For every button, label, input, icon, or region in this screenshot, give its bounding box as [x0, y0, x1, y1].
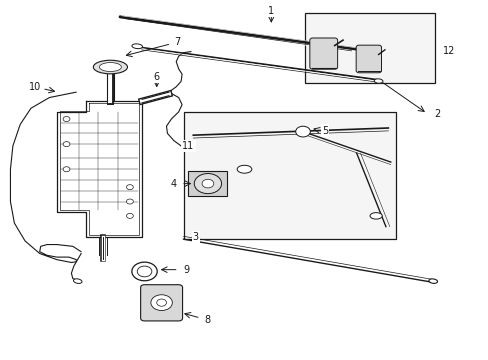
Circle shape — [63, 117, 70, 122]
Text: 2: 2 — [433, 109, 439, 120]
Circle shape — [194, 174, 221, 194]
Ellipse shape — [369, 213, 382, 219]
Circle shape — [132, 262, 157, 281]
Circle shape — [137, 266, 152, 277]
Ellipse shape — [73, 279, 82, 283]
Circle shape — [126, 213, 133, 219]
Circle shape — [202, 179, 213, 188]
FancyBboxPatch shape — [141, 285, 182, 321]
Circle shape — [126, 185, 133, 190]
Ellipse shape — [132, 44, 142, 49]
FancyBboxPatch shape — [355, 45, 381, 73]
Text: 10: 10 — [29, 82, 41, 92]
Circle shape — [63, 141, 70, 147]
Circle shape — [295, 126, 310, 137]
Circle shape — [63, 167, 70, 172]
Ellipse shape — [428, 279, 437, 283]
Text: 11: 11 — [182, 141, 194, 151]
Ellipse shape — [99, 63, 121, 72]
Text: 6: 6 — [153, 72, 160, 82]
Ellipse shape — [237, 165, 251, 173]
Circle shape — [151, 295, 172, 311]
Circle shape — [126, 199, 133, 204]
Ellipse shape — [373, 79, 382, 83]
FancyBboxPatch shape — [309, 38, 337, 69]
Text: 9: 9 — [183, 265, 189, 275]
Text: 1: 1 — [268, 6, 274, 16]
Text: 8: 8 — [204, 315, 210, 325]
Bar — [183, 112, 395, 239]
Ellipse shape — [93, 60, 127, 74]
Text: 4: 4 — [170, 179, 177, 189]
Text: 3: 3 — [192, 232, 199, 242]
Bar — [305, 13, 434, 83]
Text: 7: 7 — [174, 37, 180, 47]
Text: 12: 12 — [442, 46, 454, 56]
Text: 5: 5 — [321, 126, 327, 135]
Circle shape — [157, 299, 166, 306]
Bar — [188, 171, 227, 196]
